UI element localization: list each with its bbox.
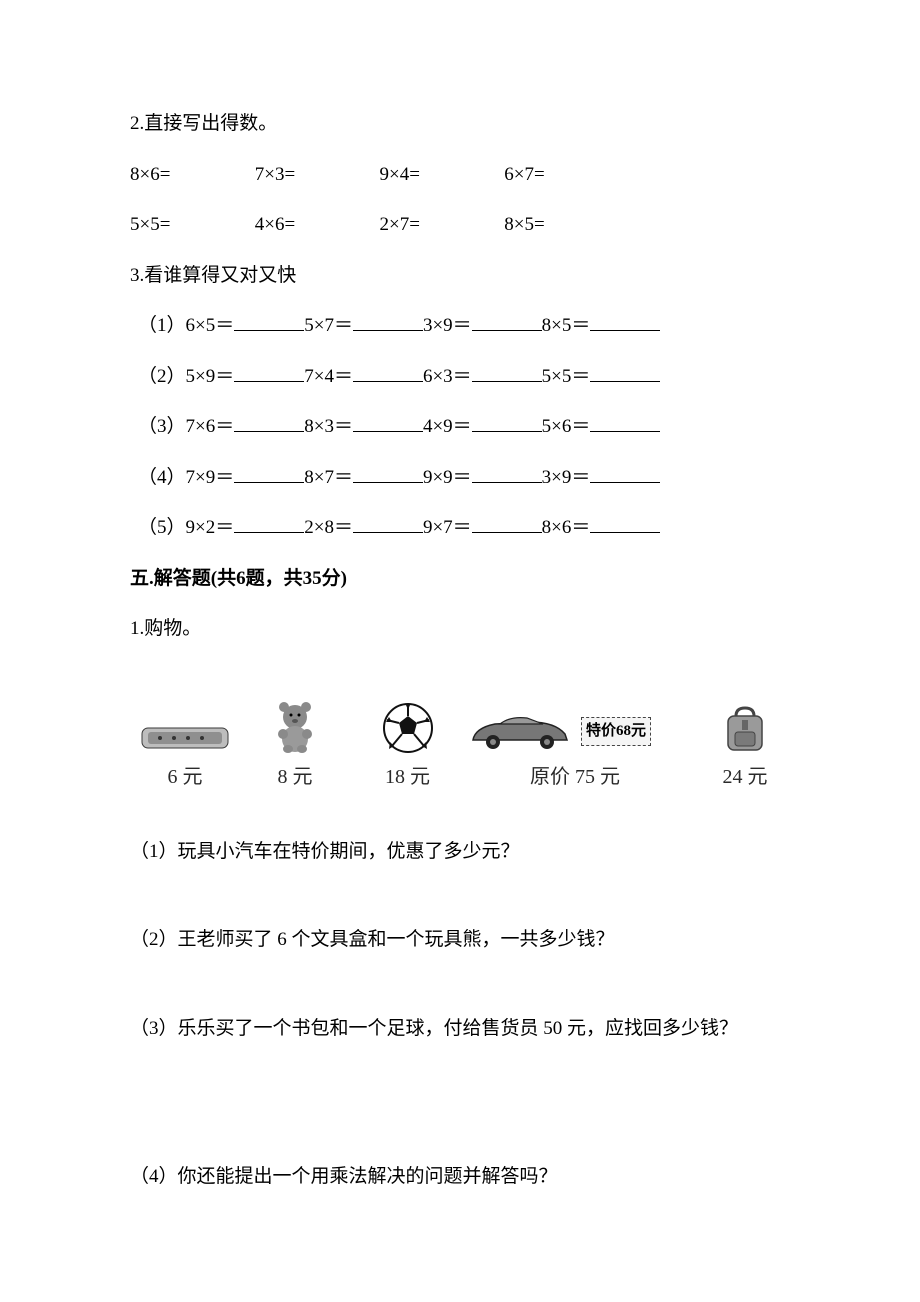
q3-r3-e2: 8×3＝ (304, 413, 353, 442)
blank (234, 363, 304, 382)
blank (353, 413, 423, 432)
shop-item-bag: 24 元 (700, 704, 790, 792)
q3-r1-e4: 8×5＝ (542, 312, 591, 341)
q2-r2-c1: 5×5= (130, 211, 250, 240)
q3-r5-e1: 9×2＝ (186, 514, 235, 543)
q3-r1-e2: 5×7＝ (304, 312, 353, 341)
s5-q1-sub4: （4）你还能提出一个用乘法解决的问题并解答吗？ (130, 1163, 790, 1192)
q3-r1-label: （1） (138, 315, 186, 336)
blank (353, 464, 423, 483)
blank (234, 312, 304, 331)
blank (472, 363, 542, 382)
q2-r1-c4: 6×7= (504, 161, 624, 190)
q3-r4-e1: 7×9＝ (186, 464, 235, 493)
blank (590, 464, 660, 483)
q2-r2-c3: 2×7= (380, 211, 500, 240)
q3-row-4: （4）7×9＝ 8×7＝ 9×9＝ 3×9＝ (130, 464, 790, 493)
schoolbag-icon (700, 704, 790, 754)
blank (353, 363, 423, 382)
q3-r4-label: （4） (138, 467, 186, 488)
blank (234, 413, 304, 432)
q3-r4-e4: 3×9＝ (542, 464, 591, 493)
blank (353, 312, 423, 331)
blank (590, 413, 660, 432)
blank (590, 514, 660, 533)
q2-r2-c4: 8×5= (504, 211, 624, 240)
q2-r2-c2: 4×6= (255, 211, 375, 240)
q3-title: 3.看谁算得又对又快 (130, 262, 790, 291)
price-pencil-case: 6 元 (130, 762, 240, 792)
q2-r1-c2: 7×3= (255, 161, 375, 190)
football-icon (350, 702, 465, 754)
q3-r5-e3: 9×7＝ (423, 514, 472, 543)
pencil-case-icon (130, 720, 240, 754)
q3-row-5: （5）9×2＝ 2×8＝ 9×7＝ 8×6＝ (130, 514, 790, 543)
shop-item-car: 特价68元 原价 75 元 (465, 710, 685, 792)
q3-r2-e3: 6×3＝ (423, 363, 472, 392)
q2-r1-c3: 9×4= (380, 161, 500, 190)
worksheet-page: 2.直接写出得数。 8×6= 7×3= 9×4= 6×7= 5×5= 4×6= … (0, 0, 920, 1302)
price-teddy: 8 元 (240, 762, 350, 792)
q3-row-3: （3）7×6＝ 8×3＝ 4×9＝ 5×6＝ (130, 413, 790, 442)
q3-r2-e2: 7×4＝ (304, 363, 353, 392)
blank (234, 514, 304, 533)
blank (472, 464, 542, 483)
blank (472, 413, 542, 432)
q3-r5-e2: 2×8＝ (304, 514, 353, 543)
q2-row2: 5×5= 4×6= 2×7= 8×5= (130, 211, 790, 240)
q2-title: 2.直接写出得数。 (130, 110, 790, 139)
blank (472, 312, 542, 331)
price-car: 原价 75 元 (465, 762, 685, 792)
shop-item-football: 18 元 (350, 702, 465, 792)
price-bag: 24 元 (700, 762, 790, 792)
s5-q1-title: 1.购物。 (130, 615, 790, 644)
sale-tag: 特价68元 (581, 717, 651, 746)
q3-r3-e1: 7×6＝ (186, 413, 235, 442)
q3-r4-e2: 8×7＝ (304, 464, 353, 493)
q3-r3-e3: 4×9＝ (423, 413, 472, 442)
teddy-bear-icon (240, 699, 350, 754)
shop-item-teddy: 8 元 (240, 699, 350, 792)
q3-r3-e4: 5×6＝ (542, 413, 591, 442)
q2-row1: 8×6= 7×3= 9×4= 6×7= (130, 161, 790, 190)
q3-r1-e1: 6×5＝ (186, 312, 235, 341)
q3-r1-e3: 3×9＝ (423, 312, 472, 341)
q3-r4-e3: 9×9＝ (423, 464, 472, 493)
section5-header: 五.解答题(共6题，共35分) (130, 565, 790, 594)
q3-r3-label: （3） (138, 416, 186, 437)
blank (472, 514, 542, 533)
q3-row-2: （2）5×9＝ 7×4＝ 6×3＝ 5×5＝ (130, 363, 790, 392)
s5-q1-sub1: （1）玩具小汽车在特价期间，优惠了多少元？ (130, 838, 790, 867)
shop-items-row: 6 元 8 元 (130, 699, 790, 792)
q3-r2-e4: 5×5＝ (542, 363, 591, 392)
price-football: 18 元 (350, 762, 465, 792)
toy-car-icon: 特价68元 (465, 710, 685, 754)
q3-r2-label: （2） (138, 366, 186, 387)
s5-q1-sub2: （2）王老师买了 6 个文具盒和一个玩具熊，一共多少钱？ (130, 926, 790, 955)
q2-r1-c1: 8×6= (130, 161, 250, 190)
shop-item-pencil-case: 6 元 (130, 720, 240, 792)
blank (234, 464, 304, 483)
q3-r2-e1: 5×9＝ (186, 363, 235, 392)
blank (590, 312, 660, 331)
s5-q1-sub3: （3）乐乐买了一个书包和一个足球，付给售货员 50 元，应找回多少钱？ (130, 1015, 790, 1044)
blank (590, 363, 660, 382)
q3-r5-e4: 8×6＝ (542, 514, 591, 543)
blank (353, 514, 423, 533)
q3-row-1: （1）6×5＝ 5×7＝ 3×9＝ 8×5＝ (130, 312, 790, 341)
q3-r5-label: （5） (138, 517, 186, 538)
